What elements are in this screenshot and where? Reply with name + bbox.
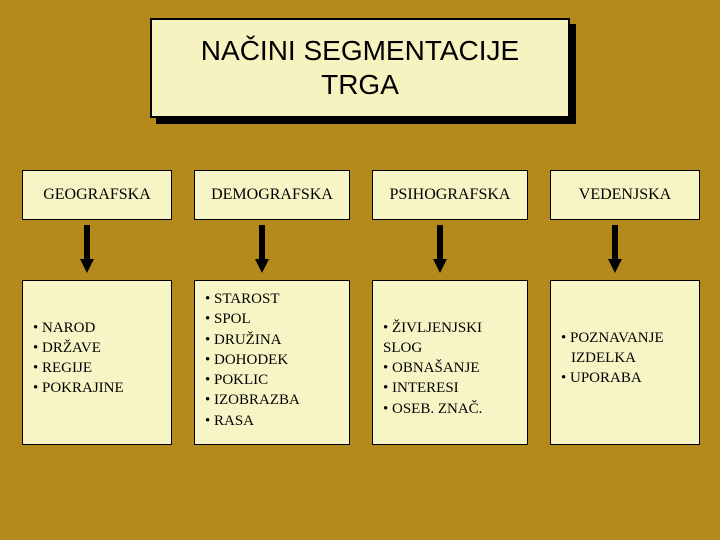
list-item: • REGIJE	[33, 358, 167, 378]
col-box-geografska: • NAROD• DRŽAVE• REGIJE• POKRAJINE	[22, 280, 172, 445]
down-arrow-icon	[433, 225, 447, 273]
down-arrow-icon	[80, 225, 94, 273]
title-text: NAČINI SEGMENTACIJETRGA	[201, 34, 519, 101]
list-item: • STAROST	[205, 289, 345, 309]
col-header-vedenjska: VEDENJSKA	[550, 170, 700, 220]
list-item: • NAROD	[33, 318, 167, 338]
list-item: • DRŽAVE	[33, 338, 167, 358]
list-item: • DOHODEK	[205, 350, 345, 370]
col-header-geografska: GEOGRAFSKA	[22, 170, 172, 220]
list-item: • INTERESI	[383, 378, 523, 398]
list-item: • POZNAVANJE	[561, 328, 695, 348]
list-item: • POKRAJINE	[33, 378, 167, 398]
col-header-psihografska: PSIHOGRAFSKA	[372, 170, 528, 220]
list-item: • UPORABA	[561, 368, 695, 388]
list-item: • POKLIC	[205, 370, 345, 390]
col-box-psihografska: • ŽIVLJENJSKI SLOG• OBNAŠANJE• INTERESI•…	[372, 280, 528, 445]
list-item: • ŽIVLJENJSKI SLOG	[383, 318, 523, 359]
col-box-demografska: • STAROST• SPOL• DRUŽINA• DOHODEK• POKLI…	[194, 280, 350, 445]
list-item: • DRUŽINA	[205, 330, 345, 350]
col-header-demografska: DEMOGRAFSKA	[194, 170, 350, 220]
list-item: • OSEB. ZNAČ.	[383, 399, 523, 419]
col-box-vedenjska: • POZNAVANJEIZDELKA• UPORABA	[550, 280, 700, 445]
down-arrow-icon	[608, 225, 622, 273]
title-box: NAČINI SEGMENTACIJETRGA	[150, 18, 570, 118]
list-item: • RASA	[205, 411, 345, 431]
title-front: NAČINI SEGMENTACIJETRGA	[150, 18, 570, 118]
down-arrow-icon	[255, 225, 269, 273]
list-item: • IZOBRAZBA	[205, 390, 345, 410]
list-item: IZDELKA	[561, 348, 695, 368]
list-item: • OBNAŠANJE	[383, 358, 523, 378]
list-item: • SPOL	[205, 309, 345, 329]
